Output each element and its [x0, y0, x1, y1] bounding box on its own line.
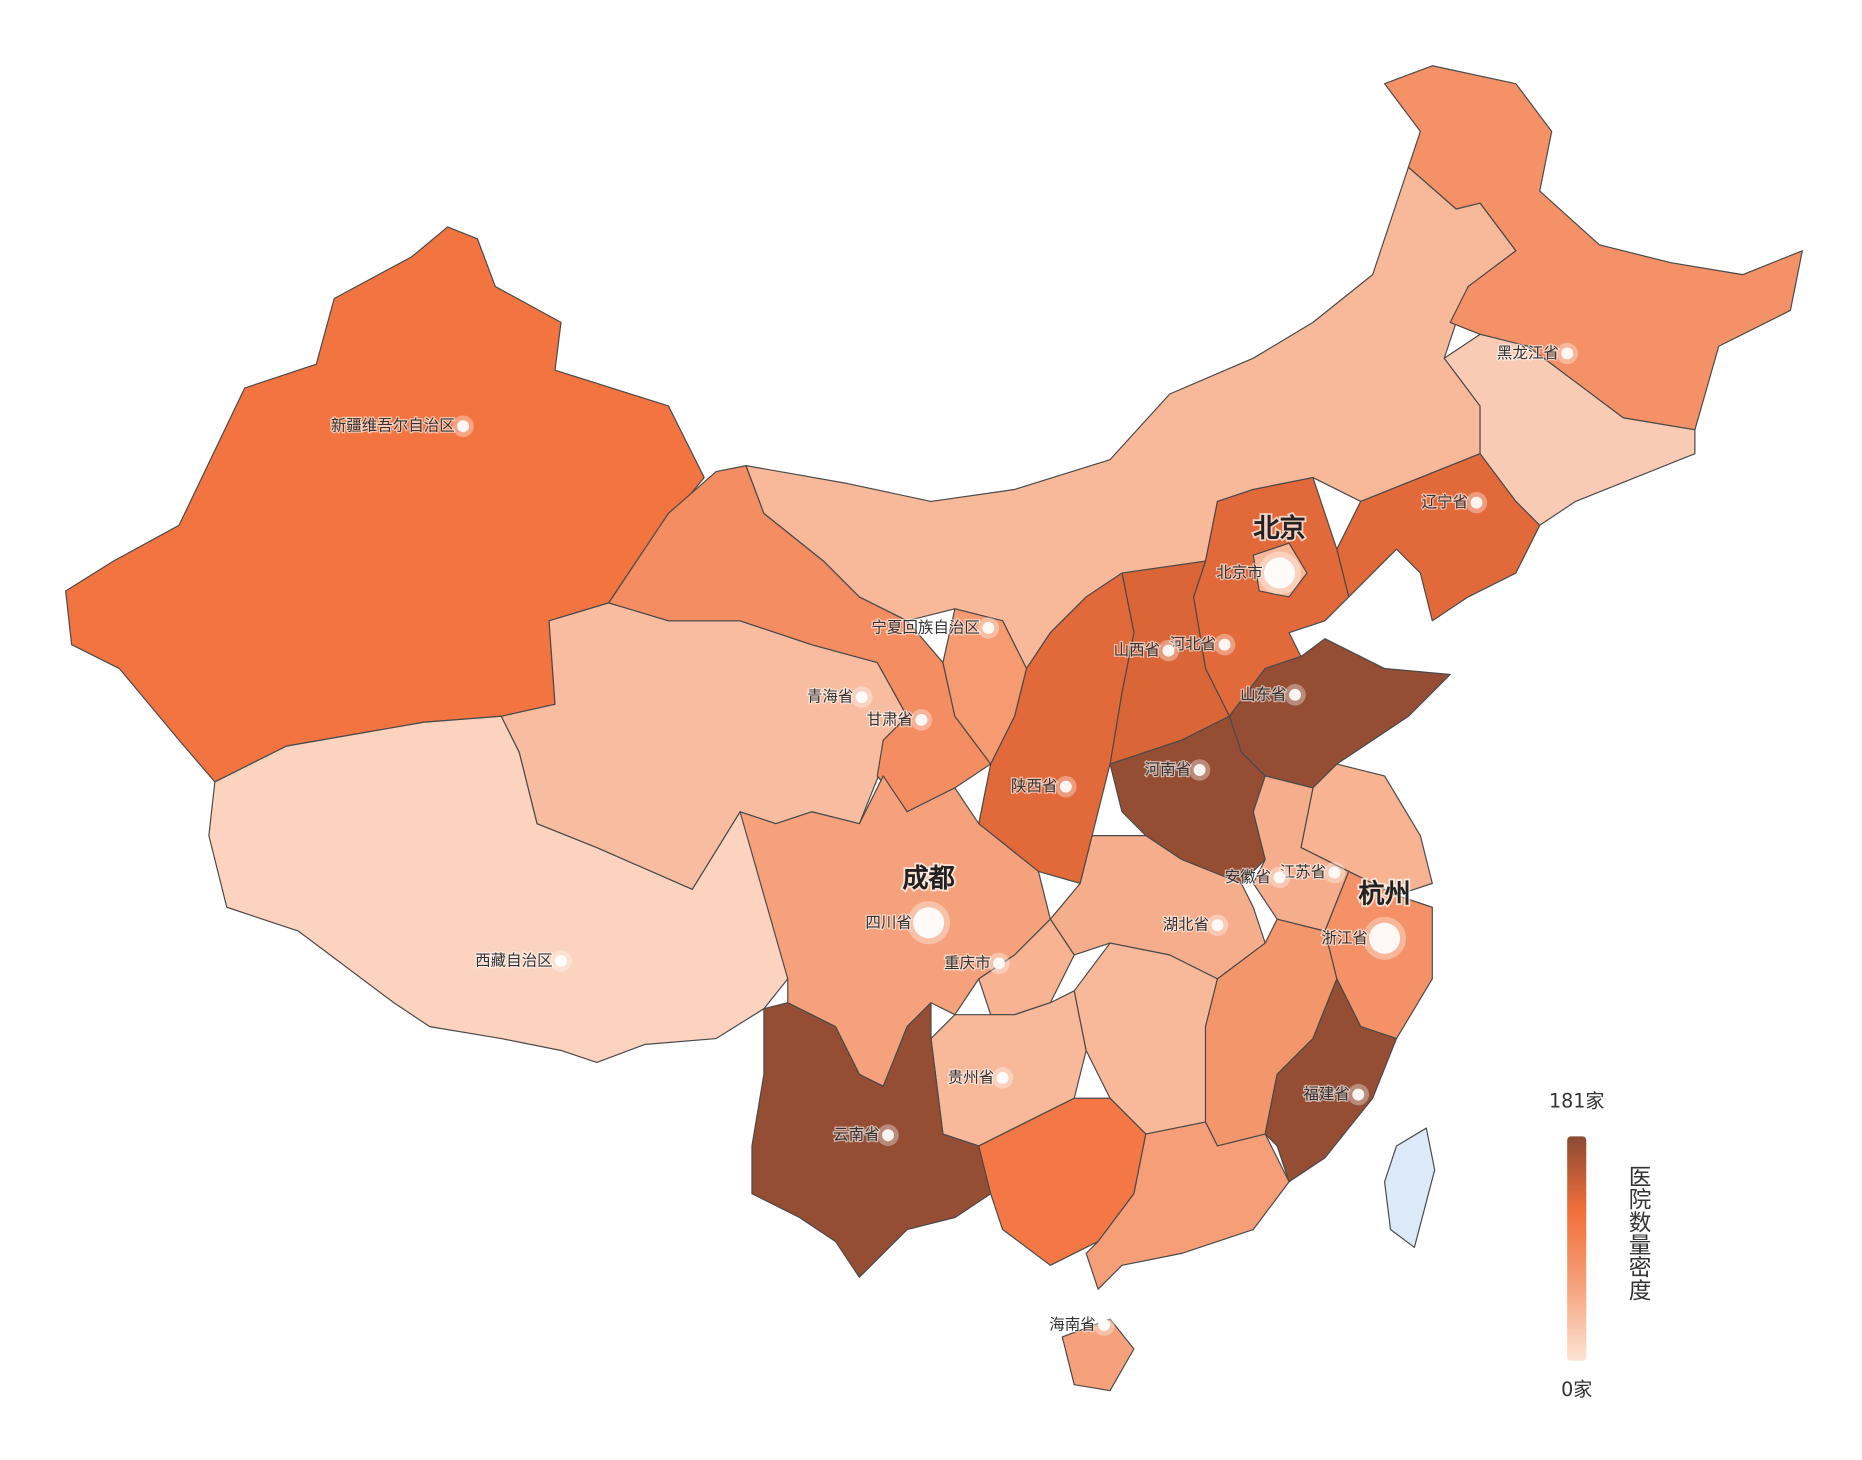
visual-map-title: 医院数量密度: [1625, 1165, 1651, 1301]
marker: [1211, 919, 1224, 932]
marker: [1273, 871, 1286, 884]
marker: [1218, 638, 1231, 651]
province-label: 宁夏回族自治区: [871, 618, 980, 636]
city-label: 杭州: [1358, 878, 1411, 909]
province-label: 山西省: [1114, 641, 1161, 659]
province-label: 重庆市: [944, 954, 991, 972]
province-label: 山东省: [1240, 685, 1287, 703]
province-label: 北京市: [1216, 564, 1263, 582]
province-label: 青海省: [807, 688, 854, 706]
visual-map-max: 181家: [1549, 1089, 1605, 1112]
province-label: 海南省: [1049, 1316, 1096, 1334]
province-label: 福建省: [1303, 1085, 1350, 1103]
city-label: 成都: [902, 863, 955, 894]
province-label: 江苏省: [1280, 863, 1327, 881]
marker: [1289, 688, 1302, 701]
marker: [993, 957, 1006, 970]
visual-map: 181家 0家 医院数量密度: [1549, 1089, 1651, 1401]
marker: [1193, 764, 1206, 776]
marker: [982, 621, 995, 634]
marker: [1264, 557, 1296, 589]
marker: [1352, 1088, 1365, 1101]
marker: [855, 691, 868, 704]
province-label: 浙江省: [1321, 929, 1368, 947]
marker: [457, 420, 470, 433]
province-label: 黑龙江省: [1497, 344, 1559, 362]
province: [1085, 1121, 1290, 1290]
marker: [1059, 780, 1072, 793]
province-label: 安徽省: [1225, 868, 1272, 886]
province-label: 西藏自治区: [475, 951, 553, 969]
province: [1264, 978, 1398, 1183]
province: [942, 608, 1028, 765]
province: [1383, 1127, 1436, 1249]
regions: [65, 65, 1803, 1392]
marker: [1470, 496, 1483, 509]
marker: [913, 907, 945, 939]
province-label: 辽宁省: [1422, 493, 1469, 511]
province: [1336, 453, 1541, 622]
marker: [996, 1071, 1009, 1084]
marker: [1561, 347, 1574, 360]
province: [978, 572, 1135, 884]
visual-map-min: 0家: [1561, 1378, 1592, 1401]
marker: [555, 954, 567, 967]
province-label: 湖北省: [1163, 916, 1210, 934]
marker: [1162, 644, 1175, 657]
province-label: 河北省: [1170, 635, 1217, 653]
marker: [1369, 922, 1401, 954]
marker: [1328, 866, 1341, 879]
city-label: 北京: [1253, 513, 1306, 544]
marker: [1098, 1319, 1111, 1331]
province-label: 云南省: [833, 1126, 880, 1144]
province-label: 四川省: [865, 913, 912, 931]
marker: [915, 713, 928, 726]
visual-map-bar: [1567, 1136, 1587, 1361]
province-label: 甘肃省: [867, 710, 914, 728]
province-label: 陕西省: [1011, 777, 1058, 795]
province-label: 贵州省: [948, 1068, 995, 1086]
marker: [882, 1129, 894, 1142]
province-label: 新疆维吾尔自治区: [331, 417, 455, 435]
province-label: 河南省: [1145, 760, 1192, 778]
